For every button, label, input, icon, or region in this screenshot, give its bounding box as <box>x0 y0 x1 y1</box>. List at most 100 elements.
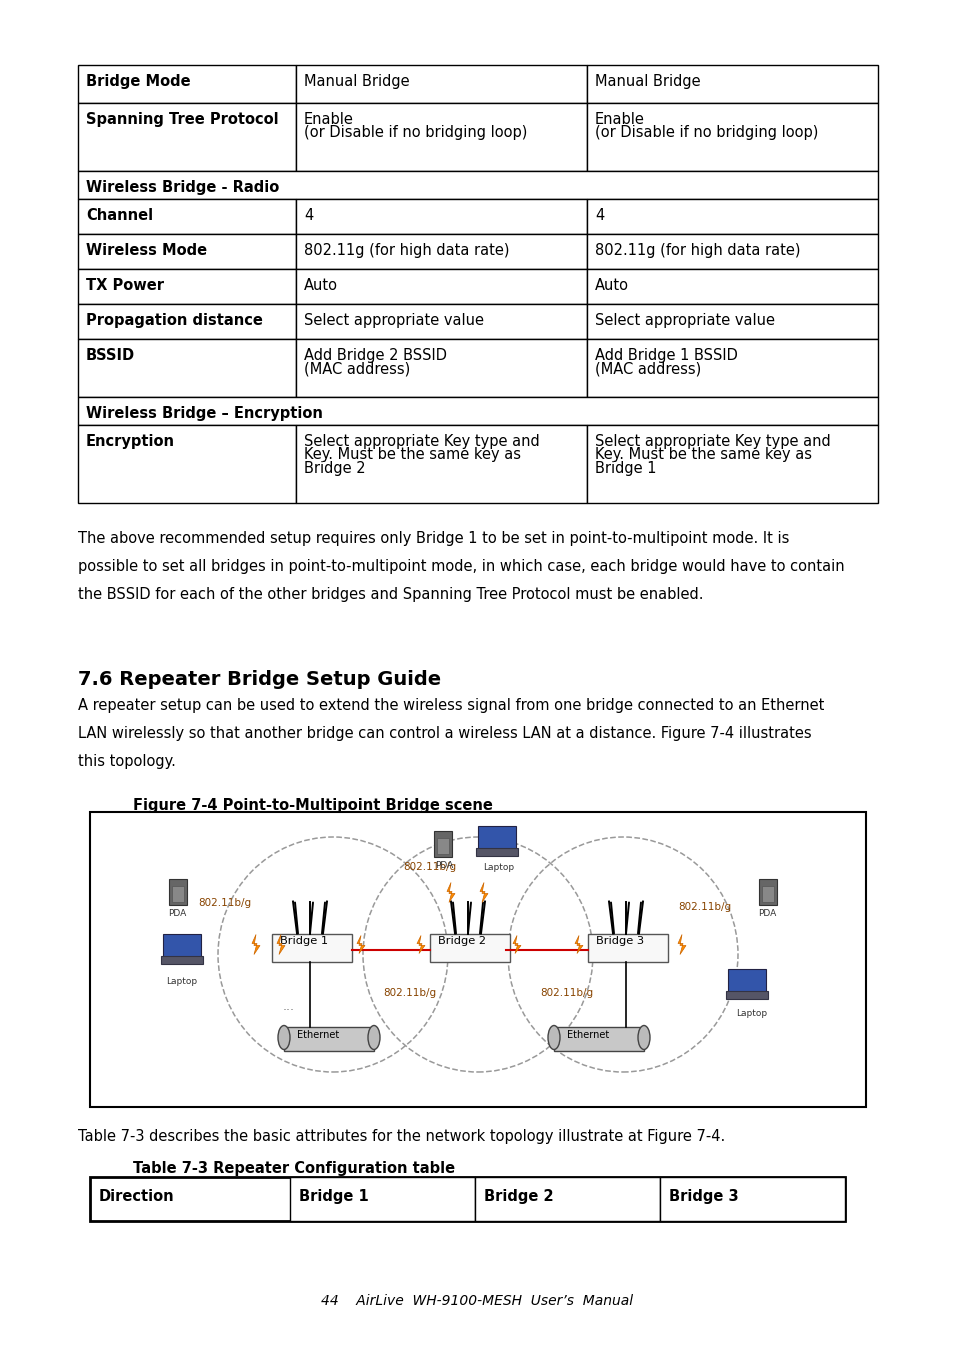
Bar <box>434 830 452 856</box>
Text: Wireless Bridge – Encryption: Wireless Bridge – Encryption <box>86 406 322 421</box>
Bar <box>586 198 877 234</box>
Text: Add Bridge 1 BSSID: Add Bridge 1 BSSID <box>595 348 737 363</box>
Bar <box>586 269 877 304</box>
Bar <box>78 269 295 304</box>
Bar <box>476 848 517 856</box>
Text: 802.11b/g: 802.11b/g <box>539 987 593 998</box>
Bar <box>272 933 352 961</box>
Bar <box>475 1177 659 1220</box>
Text: (or Disable if no bridging loop): (or Disable if no bridging loop) <box>304 126 527 140</box>
Bar <box>78 234 295 269</box>
Text: Wireless Mode: Wireless Mode <box>86 243 207 258</box>
Bar <box>586 304 877 339</box>
Text: Manual Bridge: Manual Bridge <box>304 74 409 89</box>
Polygon shape <box>252 934 260 954</box>
Polygon shape <box>479 883 488 903</box>
Text: 802.11b/g: 802.11b/g <box>198 898 251 907</box>
Text: 802.11b/g: 802.11b/g <box>382 987 436 998</box>
Bar <box>586 103 877 171</box>
Bar <box>163 933 201 957</box>
Text: 802.11g (for high data rate): 802.11g (for high data rate) <box>595 243 800 258</box>
Text: (MAC address): (MAC address) <box>595 362 700 377</box>
Text: Ethernet: Ethernet <box>566 1030 609 1040</box>
Bar <box>295 425 586 504</box>
Text: Select appropriate value: Select appropriate value <box>595 313 774 328</box>
Bar <box>586 234 877 269</box>
Bar <box>659 1177 844 1220</box>
Text: Laptop: Laptop <box>735 1010 766 1018</box>
Text: Figure 7-4 Point-to-Multipoint Bridge scene: Figure 7-4 Point-to-Multipoint Bridge sc… <box>132 798 493 813</box>
Text: 802.11g (for high data rate): 802.11g (for high data rate) <box>304 243 509 258</box>
Text: Laptop: Laptop <box>166 977 197 987</box>
Polygon shape <box>513 936 520 953</box>
Bar <box>78 103 295 171</box>
Bar <box>295 103 586 171</box>
Bar <box>586 425 877 504</box>
Polygon shape <box>416 936 424 953</box>
Text: PDA: PDA <box>435 861 453 871</box>
Text: possible to set all bridges in point-to-multipoint mode, in which case, each bri: possible to set all bridges in point-to-… <box>78 559 843 574</box>
Text: the BSSID for each of the other bridges and Spanning Tree Protocol must be enabl: the BSSID for each of the other bridges … <box>78 587 702 602</box>
Text: 44    AirLive  WH-9100-MESH  User’s  Manual: 44 AirLive WH-9100-MESH User’s Manual <box>320 1295 633 1308</box>
Bar <box>78 198 295 234</box>
Text: PDA: PDA <box>758 910 776 918</box>
Text: Bridge 1: Bridge 1 <box>595 460 656 477</box>
Polygon shape <box>678 934 685 954</box>
Bar <box>436 837 449 853</box>
Text: 7.6 Repeater Bridge Setup Guide: 7.6 Repeater Bridge Setup Guide <box>78 670 440 688</box>
Text: Bridge 2: Bridge 2 <box>483 1189 553 1204</box>
Text: Select appropriate value: Select appropriate value <box>304 313 483 328</box>
Bar <box>290 1177 475 1220</box>
Text: 802.11b/g: 802.11b/g <box>678 902 730 911</box>
Bar <box>78 171 877 198</box>
Bar <box>587 933 667 961</box>
Bar <box>161 956 203 964</box>
Text: Laptop: Laptop <box>482 863 514 872</box>
Polygon shape <box>447 883 455 903</box>
Bar <box>78 339 295 397</box>
Text: (MAC address): (MAC address) <box>304 362 410 377</box>
Text: PDA: PDA <box>168 910 186 918</box>
Text: Bridge 2: Bridge 2 <box>437 937 485 946</box>
Text: TX Power: TX Power <box>86 278 164 293</box>
Text: Key. Must be the same key as: Key. Must be the same key as <box>595 447 811 463</box>
Text: The above recommended setup requires only Bridge 1 to be set in point-to-multipo: The above recommended setup requires onl… <box>78 531 788 545</box>
Text: 802.11b/g: 802.11b/g <box>402 861 456 872</box>
Polygon shape <box>276 934 285 954</box>
Bar <box>90 811 865 1107</box>
Text: Propagation distance: Propagation distance <box>86 313 263 328</box>
Polygon shape <box>575 936 582 953</box>
Bar <box>295 269 586 304</box>
Text: Bridge Mode: Bridge Mode <box>86 74 191 89</box>
Text: Ethernet: Ethernet <box>296 1030 339 1040</box>
Bar <box>169 879 187 904</box>
Bar <box>761 886 773 902</box>
Ellipse shape <box>547 1026 559 1049</box>
Text: Bridge 3: Bridge 3 <box>596 937 643 946</box>
Text: 4: 4 <box>304 208 313 223</box>
Bar <box>295 304 586 339</box>
Text: Select appropriate Key type and: Select appropriate Key type and <box>595 433 830 450</box>
Text: Auto: Auto <box>595 278 628 293</box>
Text: Encryption: Encryption <box>86 433 174 450</box>
Polygon shape <box>356 936 365 953</box>
Ellipse shape <box>638 1026 649 1049</box>
Text: A repeater setup can be used to extend the wireless signal from one bridge conne: A repeater setup can be used to extend t… <box>78 698 823 713</box>
Bar <box>586 65 877 103</box>
Text: Direction: Direction <box>99 1189 174 1204</box>
Bar <box>78 304 295 339</box>
Bar <box>295 65 586 103</box>
Bar <box>759 879 776 904</box>
Text: Key. Must be the same key as: Key. Must be the same key as <box>304 447 520 463</box>
Bar <box>295 198 586 234</box>
Text: Bridge 2: Bridge 2 <box>304 460 365 477</box>
Bar <box>78 65 295 103</box>
Text: Add Bridge 2 BSSID: Add Bridge 2 BSSID <box>304 348 447 363</box>
Text: Manual Bridge: Manual Bridge <box>595 74 700 89</box>
Bar <box>78 397 877 425</box>
Bar <box>78 425 295 504</box>
Text: Table 7-3 Repeater Configuration table: Table 7-3 Repeater Configuration table <box>132 1161 455 1176</box>
Bar <box>90 1177 844 1220</box>
Bar <box>554 1026 643 1050</box>
Ellipse shape <box>277 1026 290 1049</box>
